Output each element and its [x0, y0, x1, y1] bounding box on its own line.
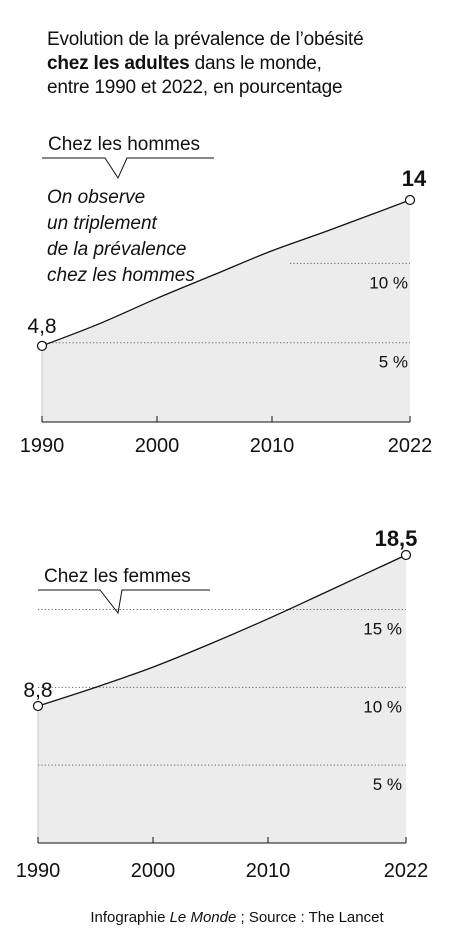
annotation-line: un triplement: [47, 213, 158, 234]
x-tick-label: 1990: [16, 860, 61, 882]
end-value-label: 18,5: [375, 526, 418, 551]
title-line-2-rest: dans le monde,: [189, 53, 322, 74]
men-obesity-chart: 5 % 10 % 1990 2000 2010 2022 4,8 14 Chez les hom…: [20, 134, 433, 457]
chart-title: Evolution de la prévalence de l’obésité …: [47, 28, 467, 100]
annotation-line: On observe: [47, 187, 145, 208]
series-title: Chez les femmes: [44, 566, 191, 587]
title-line-3: entre 1990 et 2022, en pourcentage: [47, 77, 343, 98]
area-fill: [42, 200, 410, 422]
title-line-2: chez les adultes dans le monde,: [47, 52, 467, 76]
annotation-line: de la prévalence: [47, 239, 186, 260]
speech-bubble: [42, 157, 214, 180]
x-tick-label: 2010: [250, 435, 295, 457]
title-bold-text: chez les adultes: [47, 53, 190, 74]
x-tick-label: 1990: [20, 435, 65, 457]
gridline-label: 10 %: [363, 697, 402, 716]
end-value-label: 14: [402, 166, 427, 191]
speech-bubble: [38, 589, 210, 615]
x-tick-label: 2022: [384, 860, 429, 882]
x-tick-label: 2022: [388, 435, 433, 457]
series-line: [37, 554, 407, 707]
end-point: [400, 549, 412, 561]
end-point: [404, 194, 416, 206]
source-suffix: ; Source : The Lancet: [236, 909, 384, 926]
x-tick-label: 2010: [246, 860, 291, 882]
gridline-label: 5 %: [379, 353, 408, 372]
gridline-label: 5 %: [373, 775, 402, 794]
women-obesity-chart: 5 % 10 % 15 % 1990 2000 2010 2022 8,8 18,5 Chez l…: [16, 526, 429, 882]
start-value-label: 8,8: [23, 679, 52, 702]
start-point: [32, 700, 44, 712]
title-line-1: Evolution de la prévalence de l’obésité: [47, 29, 364, 50]
series-line: [41, 199, 411, 347]
gridline-label: 10 %: [369, 273, 408, 292]
start-value-label: 4,8: [27, 315, 56, 338]
source-credit: Infographie Le Monde ; Source : The Lanc…: [0, 909, 474, 926]
source-prefix: Infographie: [90, 909, 170, 926]
gridline-label: 15 %: [363, 619, 402, 638]
x-tick-label: 2000: [135, 435, 180, 457]
annotation-line: chez les hommes: [47, 265, 195, 286]
start-point: [36, 340, 48, 351]
source-brand: Le Monde: [169, 909, 237, 926]
series-title: Chez les hommes: [48, 134, 200, 155]
area-fill: [38, 555, 406, 843]
x-tick-label: 2000: [131, 860, 176, 882]
